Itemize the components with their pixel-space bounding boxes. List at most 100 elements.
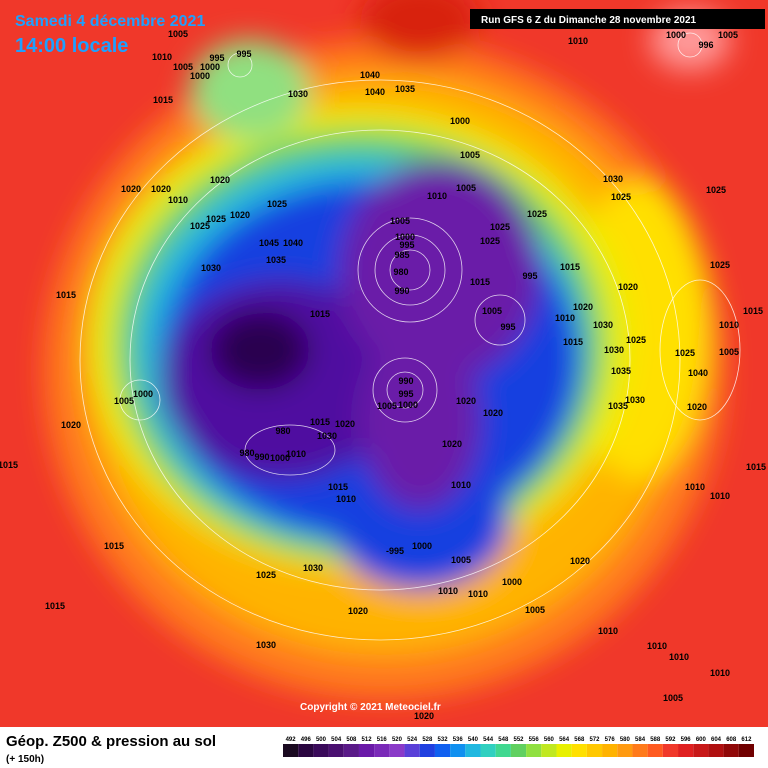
isobar-label: 1025 — [190, 221, 210, 231]
colorbar-swatch — [738, 744, 754, 757]
colorbar-tick-label: 580 — [620, 737, 631, 743]
isobar-label: 1015 — [328, 482, 348, 492]
colorbar-tick-label: 548 — [498, 737, 509, 743]
isobar-label: -995 — [386, 546, 404, 556]
colorbar-tick-label: 496 — [301, 737, 312, 743]
isobar-label: 1020 — [210, 175, 230, 185]
colorbar-tick-label: 544 — [483, 737, 494, 743]
isobar-label: 1010 — [427, 191, 447, 201]
isobar-label: 1025 — [626, 335, 646, 345]
isobar-label: 1000 — [133, 389, 153, 399]
isobar-label: 1045 — [259, 238, 279, 248]
isobar-label: 1000 — [398, 400, 418, 410]
run: Run GFS 6 Z du Dimanche 28 novembre 2021 — [481, 15, 697, 26]
legend-lead: (+ 150h) — [6, 754, 44, 765]
colorbar-tick-label: 532 — [438, 737, 449, 743]
isobar-label: 1005 — [719, 347, 739, 357]
isobar-label: 1000 — [502, 577, 522, 587]
colorbar-swatch — [571, 744, 587, 757]
colorbar-tick-label: 540 — [468, 737, 479, 743]
isobar-label: 980 — [275, 426, 290, 436]
isobar-label: 1020 — [151, 184, 171, 194]
colorbar-tick-label: 604 — [711, 737, 722, 743]
isobar-label: 1005 — [456, 183, 476, 193]
isobar-label: 1025 — [256, 570, 276, 580]
run-box — [470, 9, 765, 29]
isobar-label: 1025 — [480, 236, 500, 246]
isobar-label: 1000 — [270, 453, 290, 463]
isobar-label: 1020 — [348, 606, 368, 616]
isobar-label: 1020 — [687, 402, 707, 412]
colorbar-swatch — [556, 744, 572, 757]
colorbar-tick-label: 592 — [665, 737, 676, 743]
isobar-label: 1030 — [604, 345, 624, 355]
copyright: Copyright © 2021 Meteociel.fr — [300, 702, 441, 713]
isobar-label: 1000 — [200, 62, 220, 72]
colorbar-swatch — [358, 744, 375, 757]
isobar-label: 1010 — [152, 52, 172, 62]
isobar-label: 1000 — [666, 30, 686, 40]
isobar-label: 1020 — [335, 419, 355, 429]
time: 14:00 locale — [15, 35, 128, 57]
colorbar-tick-label: 504 — [331, 737, 342, 743]
colorbar-swatch — [708, 744, 724, 757]
isobar-label: 1030 — [317, 431, 337, 441]
isobar-label: 990 — [394, 286, 409, 296]
isobar-label: 985 — [394, 250, 409, 260]
isobar-label: 1025 — [267, 199, 287, 209]
isobar-label: 1020 — [414, 711, 434, 721]
isobar-label: 1040 — [283, 238, 303, 248]
colorbar-swatch — [510, 744, 527, 757]
isobar-label: 1025 — [675, 348, 695, 358]
isobar-label: 996 — [698, 40, 713, 50]
colorbar-swatch — [647, 744, 663, 757]
colorbar-tick-label: 512 — [362, 737, 373, 743]
isobar-label: 1005 — [173, 62, 193, 72]
isobar-label: 1000 — [412, 541, 432, 551]
isobar-label: 1020 — [61, 420, 81, 430]
isobar-label: 995 — [398, 389, 413, 399]
isobar-label: 1040 — [688, 368, 708, 378]
isobar-label: 1015 — [470, 277, 490, 287]
colorbar-swatch — [662, 744, 679, 757]
colorbar-swatch — [632, 744, 648, 757]
isobar-label: 995 — [522, 271, 537, 281]
legend-title: Géop. Z500 & pression au sol — [6, 733, 216, 750]
colorbar-swatch — [617, 744, 633, 757]
isobar-label: 1030 — [288, 89, 308, 99]
isobar-label: 1025 — [490, 222, 510, 232]
colorbar-swatch — [480, 744, 496, 757]
isobar-label: 1020 — [483, 408, 503, 418]
colorbar-swatch — [434, 744, 451, 757]
isobar-label: 1035 — [395, 84, 415, 94]
isobar-label: 1015 — [56, 290, 76, 300]
colorbar-tick-label: 584 — [635, 737, 646, 743]
colorbar-tick-label: 500 — [316, 737, 327, 743]
colorbar-tick-label: 596 — [681, 737, 692, 743]
isobar-label: 1025 — [611, 192, 631, 202]
isobar-label: 1010 — [286, 449, 306, 459]
isobar-label: 1005 — [482, 306, 502, 316]
colorbar: 492 496 500 504 508 512 516 520 524 528 532 536 540 5… — [283, 737, 754, 757]
colorbar-tick-label: 520 — [392, 737, 403, 743]
colorbar-tick-label: 552 — [513, 737, 524, 743]
isobar-label: 1015 — [104, 541, 124, 551]
isobar-label: 1040 — [360, 70, 380, 80]
isobar-label: 1025 — [206, 214, 226, 224]
isobar-label: 1015 — [45, 601, 65, 611]
isobar-label: 1015 — [746, 462, 766, 472]
isobar-label: 1010 — [598, 626, 618, 636]
isobar-label: 1025 — [710, 260, 730, 270]
colorbar-swatch — [419, 744, 435, 757]
isobar-label: 1005 — [663, 693, 683, 703]
colorbar-swatch — [586, 744, 603, 757]
colorbar-tick-label: 612 — [741, 737, 752, 743]
isobar-label: 1015 — [563, 337, 583, 347]
isobar-label: 1030 — [593, 320, 613, 330]
isobar-label: 1005 — [460, 150, 480, 160]
isobar-label: 1030 — [256, 640, 276, 650]
isobar-label: 1005 — [377, 401, 397, 411]
isobar-label: 1015 — [310, 309, 330, 319]
colorbar-swatch — [541, 744, 557, 757]
isobar-label: 1020 — [121, 184, 141, 194]
